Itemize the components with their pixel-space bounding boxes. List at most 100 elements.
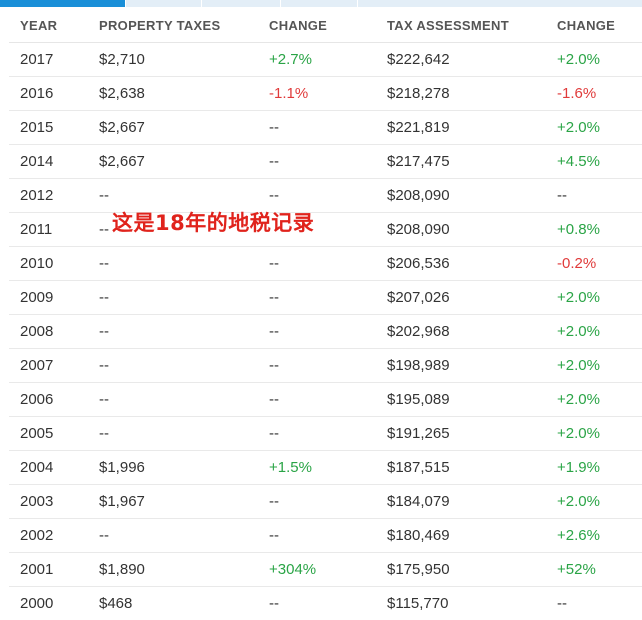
property-taxes-cell: -- bbox=[88, 417, 258, 451]
tax-change-cell: -- bbox=[258, 485, 376, 519]
tax-assessment-cell: $207,026 bbox=[376, 281, 546, 315]
assessment-change-cell: +2.6% bbox=[546, 519, 642, 553]
property-taxes-cell: -- bbox=[88, 519, 258, 553]
table-row: 2012----$208,090-- bbox=[9, 179, 642, 213]
table-row: 2004$1,996+1.5%$187,515+1.9% bbox=[9, 451, 642, 485]
table-row: 2006----$195,089+2.0% bbox=[9, 383, 642, 417]
table-row: 2010----$206,536-0.2% bbox=[9, 247, 642, 281]
tax-change-cell: -- bbox=[258, 247, 376, 281]
tax-assessment-cell: $217,475 bbox=[376, 145, 546, 179]
property-taxes-cell: -- bbox=[88, 247, 258, 281]
property-taxes-column-header: PROPERTY TAXES bbox=[88, 8, 258, 43]
tax-change-column-header: CHANGE bbox=[258, 8, 376, 43]
tax-assessment-cell: $115,770 bbox=[376, 587, 546, 620]
tax-assessment-column-header: TAX ASSESSMENT bbox=[376, 8, 546, 43]
property-taxes-cell: $2,667 bbox=[88, 111, 258, 145]
property-taxes-cell: $1,996 bbox=[88, 451, 258, 485]
year-cell: 2002 bbox=[9, 519, 88, 553]
tab-active[interactable] bbox=[0, 0, 125, 7]
table-header-row: YEAR PROPERTY TAXES CHANGE TAX ASSESSMEN… bbox=[9, 8, 642, 43]
year-cell: 2009 bbox=[9, 281, 88, 315]
tab-inactive[interactable] bbox=[280, 0, 357, 7]
tax-assessment-cell: $175,950 bbox=[376, 553, 546, 587]
assessment-change-cell: +2.0% bbox=[546, 383, 642, 417]
property-taxes-cell: -- bbox=[88, 349, 258, 383]
assessment-change-cell: -1.6% bbox=[546, 77, 642, 111]
tab-inactive[interactable] bbox=[357, 0, 642, 7]
table-body: 2017$2,710+2.7%$222,642+2.0%2016$2,638-1… bbox=[9, 43, 642, 620]
tax-change-cell: -- bbox=[258, 111, 376, 145]
property-taxes-cell: $2,638 bbox=[88, 77, 258, 111]
annotation-overlay: 这是18年的地税记录 bbox=[112, 207, 314, 237]
table-row: 2016$2,638-1.1%$218,278-1.6% bbox=[9, 77, 642, 111]
year-cell: 2010 bbox=[9, 247, 88, 281]
assessment-change-column-header: CHANGE bbox=[546, 8, 642, 43]
tab-inactive[interactable] bbox=[201, 0, 280, 7]
property-taxes-cell: $1,967 bbox=[88, 485, 258, 519]
tax-change-cell: -- bbox=[258, 587, 376, 620]
year-cell: 2007 bbox=[9, 349, 88, 383]
tax-assessment-cell: $191,265 bbox=[376, 417, 546, 451]
table-row: 2003$1,967--$184,079+2.0% bbox=[9, 485, 642, 519]
tax-change-cell: -- bbox=[258, 349, 376, 383]
table-row: 2000$468--$115,770-- bbox=[9, 587, 642, 620]
year-cell: 2000 bbox=[9, 587, 88, 620]
year-cell: 2014 bbox=[9, 145, 88, 179]
tax-assessment-cell: $195,089 bbox=[376, 383, 546, 417]
year-cell: 2006 bbox=[9, 383, 88, 417]
table-row: 2017$2,710+2.7%$222,642+2.0% bbox=[9, 43, 642, 77]
table-row: 2007----$198,989+2.0% bbox=[9, 349, 642, 383]
assessment-change-cell: +4.5% bbox=[546, 145, 642, 179]
table-row: 2009----$207,026+2.0% bbox=[9, 281, 642, 315]
assessment-change-cell: -- bbox=[546, 179, 642, 213]
tax-assessment-cell: $206,536 bbox=[376, 247, 546, 281]
tab-inactive[interactable] bbox=[125, 0, 201, 7]
table-row: 2015$2,667--$221,819+2.0% bbox=[9, 111, 642, 145]
tax-assessment-cell: $184,079 bbox=[376, 485, 546, 519]
year-cell: 2012 bbox=[9, 179, 88, 213]
assessment-change-cell: +2.0% bbox=[546, 111, 642, 145]
tax-change-cell: -- bbox=[258, 383, 376, 417]
tax-assessment-cell: $187,515 bbox=[376, 451, 546, 485]
assessment-change-cell: +0.8% bbox=[546, 213, 642, 247]
year-cell: 2005 bbox=[9, 417, 88, 451]
assessment-change-cell: +1.9% bbox=[546, 451, 642, 485]
tax-assessment-cell: $198,989 bbox=[376, 349, 546, 383]
tax-change-cell: +304% bbox=[258, 553, 376, 587]
property-tax-history-table: YEAR PROPERTY TAXES CHANGE TAX ASSESSMEN… bbox=[9, 8, 642, 620]
tax-assessment-cell: $218,278 bbox=[376, 77, 546, 111]
assessment-change-cell: +2.0% bbox=[546, 43, 642, 77]
table-row: 2011--$208,090+0.8% bbox=[9, 213, 642, 247]
tab-strip bbox=[0, 0, 642, 7]
property-taxes-cell: $1,890 bbox=[88, 553, 258, 587]
assessment-change-cell: +2.0% bbox=[546, 281, 642, 315]
year-cell: 2003 bbox=[9, 485, 88, 519]
year-cell: 2015 bbox=[9, 111, 88, 145]
assessment-change-cell: +2.0% bbox=[546, 315, 642, 349]
table-row: 2008----$202,968+2.0% bbox=[9, 315, 642, 349]
table-row: 2001$1,890+304%$175,950+52% bbox=[9, 553, 642, 587]
year-cell: 2011 bbox=[9, 213, 88, 247]
tax-change-cell: -- bbox=[258, 281, 376, 315]
assessment-change-cell: +2.0% bbox=[546, 417, 642, 451]
year-cell: 2008 bbox=[9, 315, 88, 349]
year-cell: 2004 bbox=[9, 451, 88, 485]
property-taxes-cell: -- bbox=[88, 281, 258, 315]
tax-change-cell: +2.7% bbox=[258, 43, 376, 77]
table-row: 2005----$191,265+2.0% bbox=[9, 417, 642, 451]
assessment-change-cell: +52% bbox=[546, 553, 642, 587]
tax-change-cell: -- bbox=[258, 417, 376, 451]
assessment-change-cell: -- bbox=[546, 587, 642, 620]
tax-assessment-cell: $208,090 bbox=[376, 179, 546, 213]
assessment-change-cell: +2.0% bbox=[546, 349, 642, 383]
tax-change-cell: +1.5% bbox=[258, 451, 376, 485]
assessment-change-cell: -0.2% bbox=[546, 247, 642, 281]
property-taxes-cell: -- bbox=[88, 315, 258, 349]
tax-change-cell: -- bbox=[258, 315, 376, 349]
property-taxes-cell: -- bbox=[88, 383, 258, 417]
tax-change-cell: -- bbox=[258, 519, 376, 553]
year-column-header: YEAR bbox=[9, 8, 88, 43]
table-row: 2014$2,667--$217,475+4.5% bbox=[9, 145, 642, 179]
year-cell: 2001 bbox=[9, 553, 88, 587]
tax-assessment-cell: $222,642 bbox=[376, 43, 546, 77]
